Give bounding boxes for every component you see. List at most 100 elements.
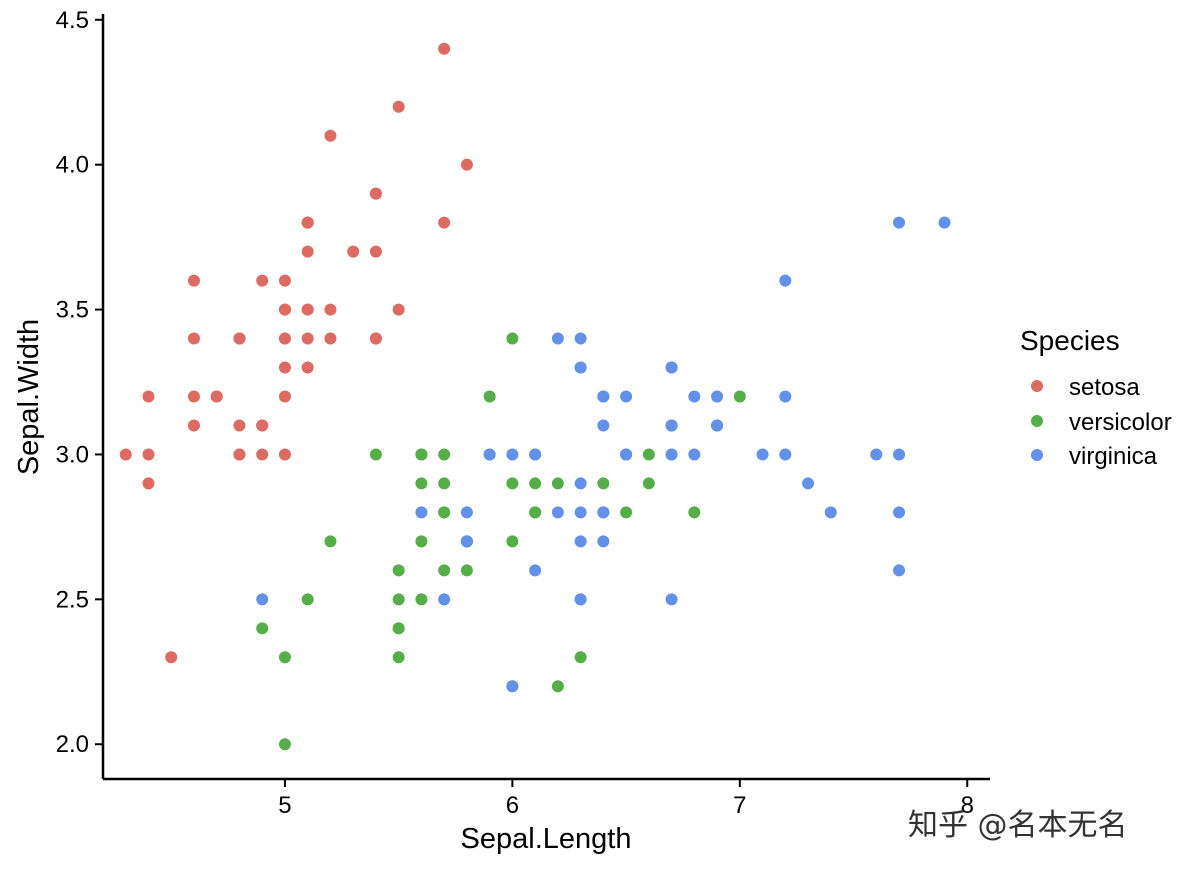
point-setosa bbox=[165, 651, 178, 664]
legend-marker-versicolor bbox=[1031, 415, 1043, 427]
point-versicolor bbox=[551, 680, 564, 693]
legend-label-versicolor: versicolor bbox=[1069, 409, 1172, 436]
point-virginica bbox=[415, 506, 428, 519]
point-versicolor bbox=[369, 448, 382, 461]
point-setosa bbox=[256, 274, 269, 287]
point-virginica bbox=[779, 448, 792, 461]
point-versicolor bbox=[392, 564, 405, 577]
point-setosa bbox=[187, 332, 200, 345]
point-setosa bbox=[392, 303, 405, 316]
point-versicolor bbox=[597, 477, 610, 490]
point-setosa bbox=[187, 419, 200, 432]
point-versicolor bbox=[551, 477, 564, 490]
point-virginica bbox=[597, 419, 610, 432]
point-virginica bbox=[893, 564, 906, 577]
point-setosa bbox=[210, 390, 223, 403]
point-setosa bbox=[233, 448, 246, 461]
point-setosa bbox=[278, 332, 291, 345]
point-setosa bbox=[301, 332, 314, 345]
legend-title: Species bbox=[1020, 325, 1120, 356]
point-versicolor bbox=[529, 477, 542, 490]
x-tick-label: 8 bbox=[961, 792, 974, 819]
point-setosa bbox=[278, 303, 291, 316]
point-setosa bbox=[278, 274, 291, 287]
point-virginica bbox=[506, 680, 519, 693]
y-tick-label: 3.5 bbox=[56, 297, 89, 324]
point-virginica bbox=[460, 506, 473, 519]
x-ticks: 5 6 7 8 bbox=[278, 779, 974, 819]
point-versicolor bbox=[733, 390, 746, 403]
point-virginica bbox=[756, 448, 769, 461]
point-setosa bbox=[119, 448, 132, 461]
point-virginica bbox=[711, 390, 724, 403]
point-virginica bbox=[574, 593, 587, 606]
point-versicolor bbox=[438, 564, 451, 577]
point-virginica bbox=[529, 448, 542, 461]
point-versicolor bbox=[506, 477, 519, 490]
legend-label-setosa: setosa bbox=[1069, 374, 1140, 401]
point-virginica bbox=[893, 506, 906, 519]
point-setosa bbox=[324, 129, 337, 142]
point-virginica bbox=[574, 361, 587, 374]
point-virginica bbox=[938, 216, 951, 229]
point-versicolor bbox=[506, 332, 519, 345]
point-versicolor bbox=[278, 738, 291, 751]
point-virginica bbox=[574, 506, 587, 519]
y-ticks: 2.0 2.5 3.0 3.5 4.0 4.5 bbox=[56, 7, 103, 758]
y-tick-label: 2.0 bbox=[56, 731, 89, 758]
x-tick-label: 6 bbox=[506, 792, 519, 819]
point-versicolor bbox=[620, 506, 633, 519]
point-virginica bbox=[597, 535, 610, 548]
point-versicolor bbox=[529, 506, 542, 519]
point-setosa bbox=[233, 332, 246, 345]
point-virginica bbox=[893, 216, 906, 229]
point-setosa bbox=[369, 187, 382, 200]
point-virginica bbox=[893, 448, 906, 461]
point-setosa bbox=[324, 332, 337, 345]
point-versicolor bbox=[415, 477, 428, 490]
point-versicolor bbox=[278, 651, 291, 664]
point-versicolor bbox=[438, 506, 451, 519]
point-versicolor bbox=[688, 506, 701, 519]
legend: Species setosa versicolor virginica bbox=[1020, 325, 1172, 470]
legend-marker-setosa bbox=[1031, 380, 1043, 392]
point-setosa bbox=[369, 332, 382, 345]
point-versicolor bbox=[483, 390, 496, 403]
point-setosa bbox=[460, 158, 473, 171]
point-versicolor bbox=[301, 593, 314, 606]
y-tick-label: 4.0 bbox=[56, 152, 89, 179]
point-setosa bbox=[187, 390, 200, 403]
point-setosa bbox=[187, 274, 200, 287]
legend-marker-virginica bbox=[1031, 449, 1043, 461]
point-setosa bbox=[392, 100, 405, 113]
point-virginica bbox=[574, 535, 587, 548]
point-setosa bbox=[347, 245, 360, 258]
y-tick-label: 3.0 bbox=[56, 441, 89, 468]
point-virginica bbox=[688, 448, 701, 461]
point-virginica bbox=[597, 506, 610, 519]
point-versicolor bbox=[642, 448, 655, 461]
point-versicolor bbox=[460, 564, 473, 577]
point-virginica bbox=[483, 448, 496, 461]
point-virginica bbox=[620, 390, 633, 403]
x-tick-label: 5 bbox=[278, 792, 291, 819]
point-versicolor bbox=[415, 535, 428, 548]
point-virginica bbox=[597, 390, 610, 403]
point-setosa bbox=[278, 361, 291, 374]
point-versicolor bbox=[642, 477, 655, 490]
point-setosa bbox=[301, 216, 314, 229]
point-versicolor bbox=[506, 535, 519, 548]
point-virginica bbox=[665, 448, 678, 461]
watermark: 知乎 @名本无名 bbox=[908, 808, 1128, 843]
point-virginica bbox=[665, 419, 678, 432]
point-virginica bbox=[551, 332, 564, 345]
point-virginica bbox=[824, 506, 837, 519]
point-versicolor bbox=[438, 477, 451, 490]
point-versicolor bbox=[256, 622, 269, 635]
point-virginica bbox=[529, 564, 542, 577]
point-setosa bbox=[142, 448, 155, 461]
point-versicolor bbox=[415, 593, 428, 606]
point-setosa bbox=[301, 245, 314, 258]
point-virginica bbox=[665, 593, 678, 606]
